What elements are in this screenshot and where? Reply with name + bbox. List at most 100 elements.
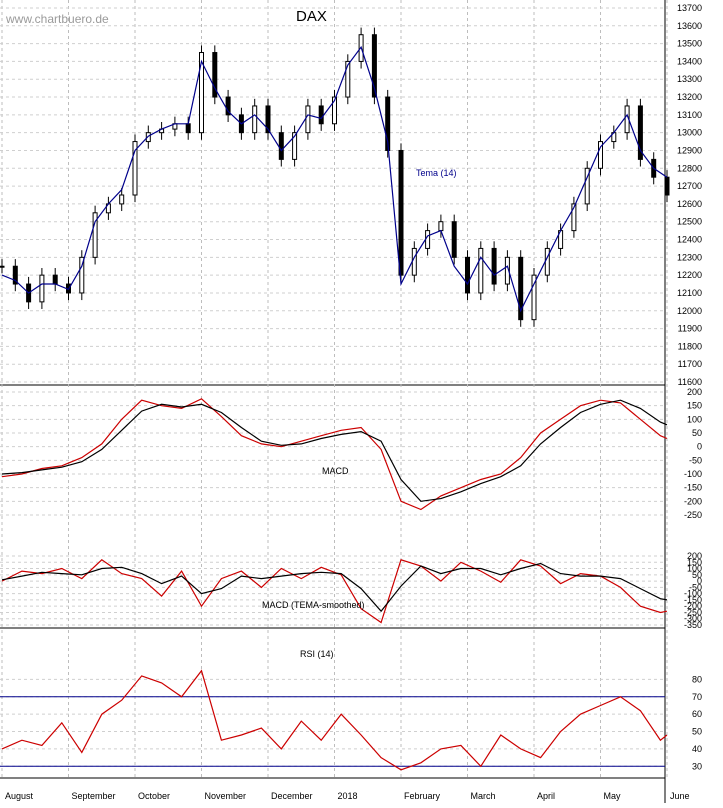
candle-body	[39, 274, 45, 303]
y-tick-label: 80	[692, 674, 702, 684]
y-tick-label: 30	[692, 761, 702, 771]
y-tick-label: -100	[684, 589, 702, 599]
candle-body	[491, 247, 497, 285]
month-label: March	[471, 791, 496, 801]
candle-body	[92, 212, 98, 258]
candle-body	[185, 123, 191, 134]
y-tick-label: 13300	[677, 74, 702, 84]
candle-body	[531, 274, 537, 321]
y-tick-label: 12100	[677, 288, 702, 298]
watermark: www.chartbuero.de	[6, 12, 109, 26]
y-tick-label: 12400	[677, 235, 702, 245]
y-tick-label: 100	[687, 414, 702, 424]
month-label: November	[205, 791, 247, 801]
candle-body	[425, 230, 431, 249]
y-tick-label: -100	[684, 469, 702, 479]
candle-body	[305, 105, 311, 134]
y-tick-label: 12000	[677, 306, 702, 316]
y-tick-label: -300	[684, 614, 702, 624]
y-tick-label: 200	[687, 387, 702, 397]
y-tick-label: 12500	[677, 217, 702, 227]
y-tick-label: 12700	[677, 181, 702, 191]
candle-body	[199, 52, 204, 134]
candle-body	[371, 34, 377, 98]
candle-body	[571, 203, 577, 232]
y-tick-label: 100	[687, 564, 702, 574]
candle-body	[637, 105, 643, 160]
month-label: 2018	[338, 791, 358, 801]
series-line	[1, 45, 668, 313]
candle-body	[292, 132, 298, 160]
panel-annotation: MACD (TEMA-smoothed)	[262, 600, 365, 610]
y-tick-label: 12800	[677, 163, 702, 173]
y-tick-label: 40	[692, 744, 702, 754]
candle-body	[544, 247, 550, 276]
candle-body	[584, 167, 590, 205]
candle-body	[518, 256, 524, 321]
candle-body	[465, 256, 470, 294]
candle-body	[504, 256, 510, 285]
y-tick-label: 12900	[677, 145, 702, 155]
panel-annotation: RSI (14)	[300, 649, 334, 659]
y-tick-label: -50	[689, 455, 702, 465]
month-label: September	[72, 791, 116, 801]
candle-body	[252, 105, 258, 134]
candle-body	[145, 132, 151, 143]
y-tick-label: 13700	[677, 3, 702, 13]
series-line	[1, 562, 668, 613]
y-tick-label: 50	[692, 570, 702, 580]
y-tick-label: 50	[692, 727, 702, 737]
candle-body	[411, 247, 417, 276]
series-line	[1, 398, 668, 511]
month-label: April	[537, 791, 555, 801]
candle-body	[12, 265, 18, 285]
panel-annotation: Tema (14)	[416, 168, 457, 178]
series-line	[1, 669, 668, 771]
y-tick-label: 50	[692, 428, 702, 438]
y-tick-label: 12200	[677, 270, 702, 280]
month-label: August	[5, 791, 34, 801]
candle-body	[345, 60, 351, 98]
y-tick-label: 12300	[677, 252, 702, 262]
month-label: May	[604, 791, 622, 801]
panel-annotation: MACD	[322, 466, 349, 476]
candle-body	[664, 176, 670, 196]
candle-body	[332, 96, 337, 125]
chart-title: DAX	[296, 8, 327, 25]
y-tick-label: 0	[697, 576, 702, 586]
candle-body	[225, 96, 231, 116]
y-tick-label: 60	[692, 709, 702, 719]
y-tick-label: 13600	[677, 21, 702, 31]
y-tick-label: -250	[684, 510, 702, 520]
y-tick-label: 200	[687, 551, 702, 561]
y-tick-label: 0	[697, 442, 702, 452]
candle-body	[318, 105, 324, 125]
candle-body	[212, 52, 218, 98]
y-tick-label: 11700	[678, 359, 702, 369]
y-tick-label: 150	[687, 557, 702, 567]
series-line	[1, 559, 668, 624]
candle-body	[478, 247, 484, 294]
y-tick-label: -150	[684, 483, 702, 493]
y-tick-label: 13500	[677, 39, 702, 49]
candle-body	[265, 105, 271, 134]
y-tick-label: 12600	[677, 199, 702, 209]
y-tick-label: 13000	[677, 128, 702, 138]
y-tick-label: -250	[684, 607, 702, 617]
y-tick-label: 11900	[678, 324, 702, 334]
y-tick-label: 13100	[677, 110, 702, 120]
y-tick-label: 13400	[677, 56, 702, 66]
y-tick-label: 11600	[678, 377, 702, 387]
candle-body	[598, 141, 603, 169]
month-label: December	[271, 791, 313, 801]
y-tick-label: 150	[687, 401, 702, 411]
candle-body	[52, 274, 58, 285]
candle-body	[451, 221, 457, 258]
y-tick-label: -200	[684, 601, 702, 611]
candle-body	[385, 96, 391, 151]
candle-body	[79, 256, 85, 294]
y-tick-label: -150	[684, 595, 702, 605]
y-tick-label: 11800	[678, 341, 702, 351]
